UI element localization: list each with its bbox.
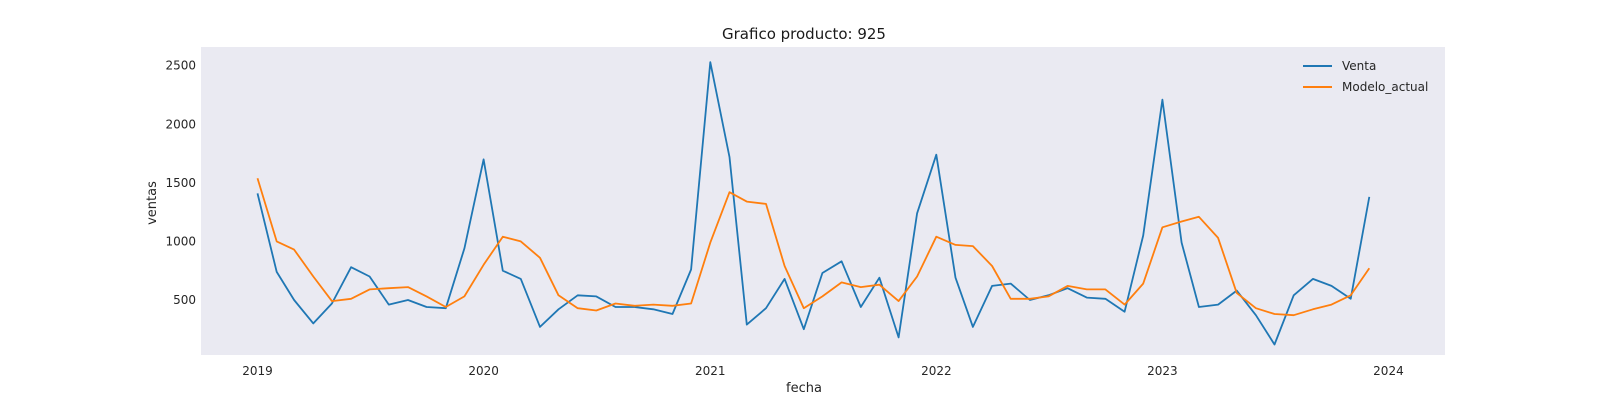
x-tick-label: 2019	[242, 364, 273, 378]
legend: Venta Modelo_actual	[1303, 59, 1428, 94]
y-axis-ticks: 500 1000 1500 2000 2500	[165, 59, 196, 307]
y-tick-label: 500	[173, 293, 196, 307]
legend-label: Modelo_actual	[1342, 80, 1428, 94]
y-tick-label: 2500	[165, 59, 196, 73]
chart-title: Grafico producto: 925	[722, 25, 886, 43]
plot-area	[201, 47, 1445, 355]
series-line-venta	[256, 61, 1371, 346]
legend-label: Venta	[1342, 59, 1376, 73]
x-tick-label: 2021	[695, 364, 726, 378]
x-axis-label: fecha	[786, 381, 822, 396]
x-tick-label: 2020	[468, 364, 499, 378]
y-tick-label: 1000	[165, 234, 196, 248]
y-tick-label: 2000	[165, 117, 196, 131]
x-tick-label: 2023	[1147, 364, 1178, 378]
x-tick-label: 2022	[921, 364, 952, 378]
series-lines	[256, 61, 1371, 346]
series-line-modelo-actual	[256, 177, 1371, 317]
x-axis-ticks: 2019 2020 2021 2022 2023 2024	[242, 364, 1403, 378]
y-axis-label: ventas	[145, 181, 160, 225]
y-tick-label: 1500	[165, 176, 196, 190]
x-tick-label: 2024	[1373, 364, 1404, 378]
